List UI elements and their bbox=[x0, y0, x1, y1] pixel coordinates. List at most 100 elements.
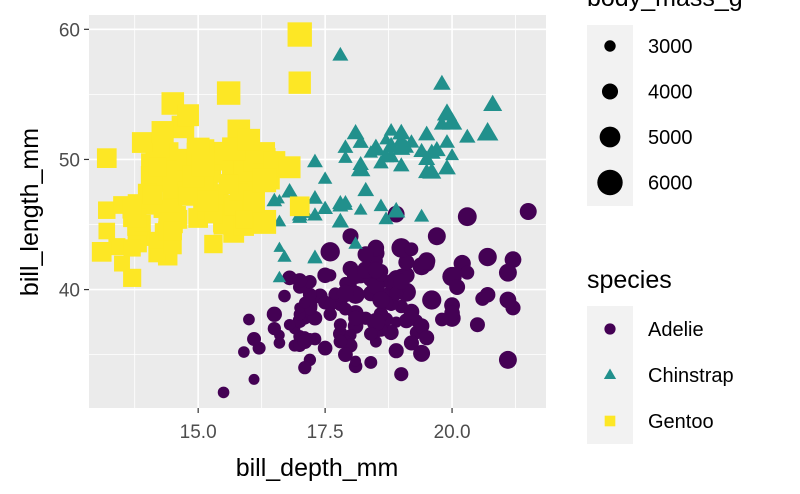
point-chinstrap bbox=[317, 200, 334, 215]
point-adelie bbox=[413, 318, 430, 334]
point-chinstrap bbox=[387, 201, 406, 218]
point-chinstrap bbox=[373, 198, 389, 212]
point-adelie bbox=[243, 313, 255, 326]
point-adelie bbox=[283, 319, 296, 331]
point-gentoo bbox=[114, 255, 130, 272]
point-adelie bbox=[427, 227, 446, 246]
point-chinstrap bbox=[307, 249, 323, 262]
point-gentoo bbox=[218, 174, 239, 195]
point-gentoo bbox=[148, 157, 167, 177]
point-chinstrap bbox=[346, 124, 365, 140]
legend-size-label: 6000 bbox=[648, 173, 693, 195]
point-adelie bbox=[389, 286, 404, 301]
point-gentoo bbox=[131, 132, 153, 153]
point-gentoo bbox=[163, 236, 182, 255]
point-adelie bbox=[413, 344, 431, 362]
legend-label-chinstrap: Chinstrap bbox=[648, 365, 734, 387]
point-gentoo bbox=[98, 201, 116, 219]
point-adelie bbox=[364, 327, 378, 341]
x-tick-label: 17.5 bbox=[307, 422, 344, 443]
point-gentoo bbox=[163, 180, 183, 199]
point-chinstrap bbox=[441, 112, 463, 130]
point-adelie bbox=[298, 361, 312, 375]
point-chinstrap bbox=[438, 134, 455, 148]
point-gentoo bbox=[150, 246, 166, 262]
point-chinstrap bbox=[445, 148, 460, 161]
point-adelie bbox=[317, 267, 333, 284]
point-adelie bbox=[457, 207, 477, 227]
point-gentoo bbox=[98, 222, 116, 240]
y-tick-label: 60 bbox=[59, 20, 80, 41]
point-chinstrap bbox=[306, 190, 323, 204]
point-adelie bbox=[435, 312, 449, 327]
point-gentoo bbox=[96, 148, 117, 168]
legend-size-key bbox=[597, 169, 623, 196]
legend-key-gentoo bbox=[604, 415, 616, 427]
point-chinstrap bbox=[413, 142, 430, 158]
point-chinstrap bbox=[273, 241, 286, 252]
point-adelie bbox=[479, 286, 496, 303]
point-adelie bbox=[323, 298, 337, 312]
data-points bbox=[91, 22, 537, 399]
point-adelie bbox=[404, 242, 419, 257]
point-adelie bbox=[333, 334, 348, 349]
x-tick-label: 20.0 bbox=[434, 422, 471, 443]
point-chinstrap bbox=[332, 197, 349, 212]
point-adelie bbox=[398, 254, 415, 271]
point-adelie bbox=[478, 247, 497, 267]
point-adelie bbox=[350, 355, 362, 367]
point-adelie bbox=[499, 291, 517, 309]
point-adelie bbox=[278, 289, 291, 303]
point-adelie bbox=[298, 296, 311, 309]
legend-size-label: 3000 bbox=[648, 36, 693, 58]
point-gentoo bbox=[123, 268, 142, 287]
legend-size: 3000 4000 5000 6000 bbox=[587, 25, 693, 206]
point-adelie bbox=[357, 246, 374, 263]
point-adelie bbox=[266, 306, 282, 322]
legend-size-key bbox=[604, 40, 616, 52]
point-chinstrap bbox=[377, 148, 395, 163]
point-chinstrap bbox=[378, 211, 394, 225]
point-chinstrap bbox=[353, 202, 368, 215]
point-gentoo bbox=[252, 168, 277, 193]
point-adelie bbox=[403, 335, 420, 351]
point-chinstrap bbox=[379, 132, 393, 145]
point-adelie bbox=[372, 291, 390, 309]
point-adelie bbox=[393, 273, 410, 290]
point-gentoo bbox=[243, 190, 265, 213]
point-adelie bbox=[238, 346, 250, 358]
point-gentoo bbox=[178, 186, 198, 206]
point-adelie bbox=[519, 203, 537, 220]
x-tick-label: 15.0 bbox=[180, 422, 217, 443]
point-adelie bbox=[419, 330, 435, 346]
point-chinstrap bbox=[392, 132, 410, 147]
point-adelie bbox=[320, 242, 340, 262]
legend-key-adelie bbox=[604, 323, 616, 335]
point-chinstrap bbox=[277, 249, 292, 262]
point-gentoo bbox=[123, 239, 141, 257]
point-adelie bbox=[417, 252, 436, 270]
point-chinstrap bbox=[427, 140, 446, 157]
point-adelie bbox=[388, 343, 404, 359]
point-adelie bbox=[366, 312, 386, 332]
point-adelie bbox=[348, 310, 364, 326]
point-gentoo bbox=[287, 22, 312, 47]
legend-label-adelie: Adelie bbox=[648, 319, 704, 341]
point-adelie bbox=[498, 263, 517, 282]
point-chinstrap bbox=[272, 270, 287, 283]
point-chinstrap bbox=[483, 94, 503, 112]
point-chinstrap bbox=[331, 212, 349, 228]
point-gentoo bbox=[108, 238, 126, 256]
point-gentoo bbox=[288, 71, 311, 94]
point-adelie bbox=[333, 318, 347, 332]
point-adelie bbox=[367, 262, 384, 279]
legend-size-label: 4000 bbox=[648, 82, 693, 104]
point-chinstrap bbox=[332, 46, 349, 61]
point-chinstrap bbox=[382, 136, 401, 153]
point-gentoo bbox=[191, 152, 215, 177]
point-adelie bbox=[338, 347, 353, 363]
point-adelie bbox=[248, 373, 260, 385]
point-adelie bbox=[403, 303, 420, 320]
legend-species: Adelie Chinstrap Gentoo bbox=[587, 306, 734, 444]
